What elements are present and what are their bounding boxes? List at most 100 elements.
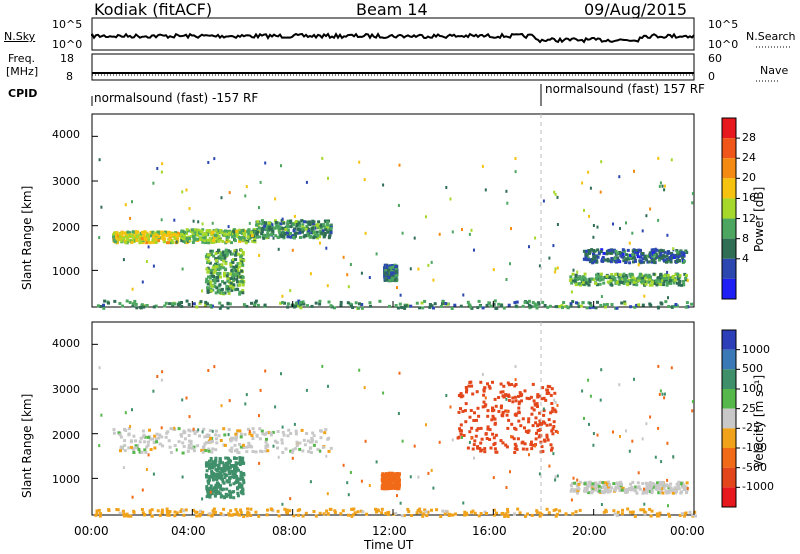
power-cell	[235, 265, 239, 268]
power-cell	[213, 281, 217, 285]
velocity-cell	[435, 508, 439, 512]
power-cell	[282, 221, 286, 225]
velocity-cell	[482, 389, 486, 393]
velocity-cell	[324, 428, 328, 432]
power-cell	[387, 276, 391, 280]
velocity-cell	[691, 400, 694, 404]
power-cell	[224, 251, 227, 255]
power-cell	[647, 280, 651, 284]
power-cell	[691, 201, 694, 205]
velocity-cell	[612, 482, 616, 486]
velocity-cell	[470, 436, 473, 440]
power-cell	[164, 301, 168, 305]
velocity-cell	[119, 435, 123, 439]
power-cell	[349, 263, 352, 266]
power-cell	[218, 301, 222, 305]
power-cell	[450, 307, 454, 310]
power-cell	[112, 235, 116, 239]
power-cell	[226, 301, 230, 305]
power-cell	[387, 272, 391, 276]
power-cell	[548, 304, 552, 308]
velocity-cell	[659, 481, 663, 485]
velocity-cell	[202, 427, 206, 431]
power-ytick: 3000	[52, 175, 80, 188]
velocity-cell	[634, 489, 638, 493]
power-cell	[389, 268, 393, 272]
velocity-cell	[232, 490, 236, 494]
xtick: 08:00	[272, 524, 307, 538]
velocity-colorbar-swatch	[722, 487, 736, 507]
velocity-cell	[636, 481, 640, 485]
power-cell	[396, 286, 398, 290]
power-cell	[623, 300, 627, 304]
velocity-cell	[210, 492, 214, 496]
velocity-cell	[574, 510, 578, 514]
velocity-cell	[394, 484, 398, 488]
velocity-cell	[499, 382, 503, 386]
velocity-cell	[177, 440, 181, 444]
velocity-cell	[531, 443, 535, 447]
power-cell	[316, 226, 320, 230]
velocity-cell	[192, 449, 196, 453]
velocity-cell	[146, 443, 150, 447]
velocity-cell	[475, 390, 479, 394]
power-cell	[575, 277, 579, 281]
power-cell	[612, 248, 616, 252]
velocity-cell	[127, 446, 131, 450]
power-cell	[129, 216, 132, 220]
power-cell	[676, 252, 680, 256]
velocity-cell	[214, 510, 217, 514]
power-cell	[241, 283, 245, 287]
velocity-cell	[649, 514, 653, 518]
power-cell	[184, 240, 187, 244]
velocity-cell	[239, 435, 243, 439]
power-cell	[358, 160, 361, 164]
power-cell	[576, 302, 580, 305]
velocity-cell	[319, 436, 323, 440]
velocity-cell	[616, 510, 620, 514]
power-cell	[647, 260, 651, 264]
power-cell	[578, 275, 582, 279]
velocity-cell	[298, 508, 302, 512]
velocity-cell	[578, 508, 582, 512]
power-cell	[255, 223, 258, 227]
power-cell	[195, 305, 199, 309]
power-cell	[560, 304, 564, 308]
velocity-cell	[529, 395, 533, 399]
power-cell	[236, 274, 240, 278]
velocity-cell	[236, 494, 240, 498]
velocity-cell	[301, 449, 305, 453]
velocity-cell	[157, 436, 161, 440]
velocity-cell	[615, 514, 619, 518]
power-cell	[401, 231, 404, 235]
power-cell	[312, 220, 316, 224]
velocity-cell	[148, 428, 151, 432]
power-cell	[588, 258, 592, 262]
power-cell	[301, 227, 305, 231]
velocity-cell	[207, 449, 211, 453]
velocity-cell	[468, 415, 472, 419]
power-cell	[648, 251, 652, 255]
velocity-cell	[389, 476, 393, 480]
velocity-cell	[551, 406, 555, 410]
power-cell	[609, 279, 613, 283]
power-cell	[285, 231, 289, 235]
velocity-cell	[513, 512, 516, 516]
power-cell	[190, 230, 194, 233]
power-cell	[121, 304, 125, 308]
velocity-cell	[235, 435, 238, 439]
velocity-cell	[223, 433, 227, 437]
velocity-cell	[234, 480, 238, 484]
power-cell	[639, 272, 642, 276]
velocity-cell	[554, 429, 558, 433]
power-cell	[142, 237, 146, 241]
velocity-cell	[510, 383, 513, 386]
velocity-cell	[137, 448, 141, 451]
velocity-cell	[598, 480, 602, 484]
power-cell	[643, 279, 646, 283]
power-cell	[594, 255, 598, 258]
velocity-cell	[132, 448, 136, 452]
power-cell	[318, 302, 322, 306]
power-cell	[621, 248, 625, 252]
velocity-cell	[180, 434, 184, 438]
